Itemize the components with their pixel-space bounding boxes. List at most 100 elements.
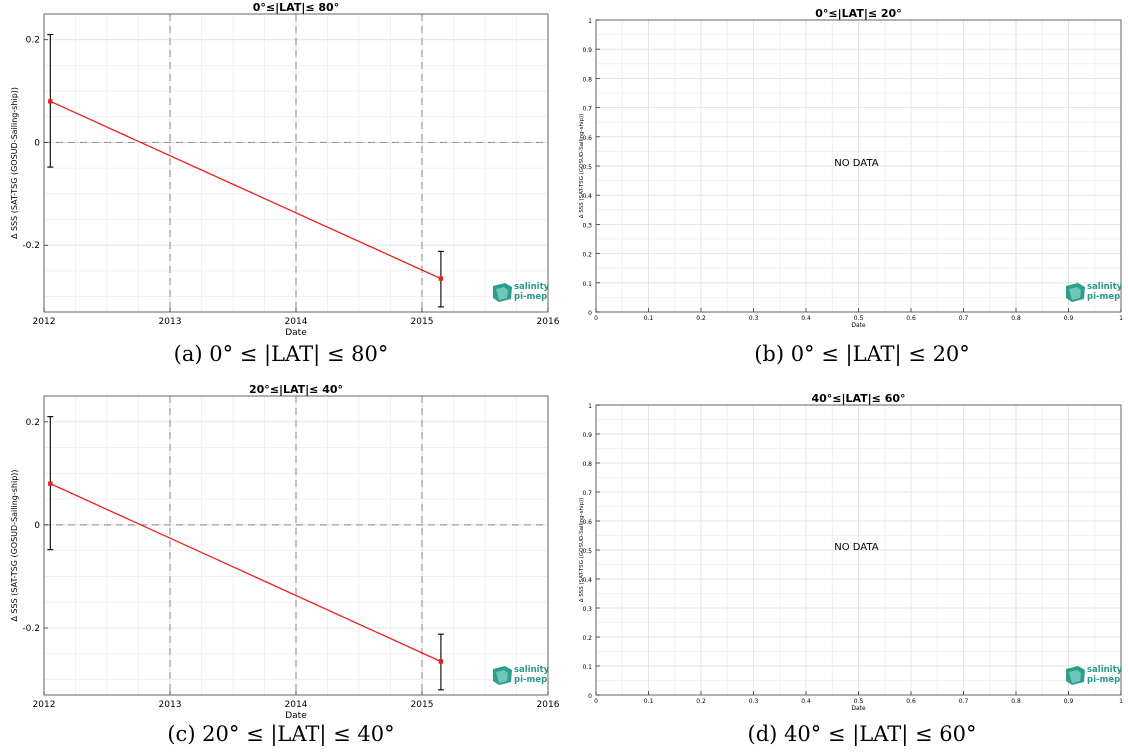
x-tick-label: 0.8 — [1011, 315, 1021, 322]
x-tick-label: 0 — [594, 698, 598, 705]
x-tick-label: 2013 — [159, 700, 182, 710]
x-tick-label: 0.9 — [1064, 698, 1074, 705]
y-axis-label: Δ SSS (SAT-TSG (GOSUD-Sailing-ship)) — [10, 87, 19, 239]
x-tick-label: 2013 — [159, 317, 182, 327]
x-tick-label: 0.6 — [906, 698, 916, 705]
x-tick-label: 0.3 — [749, 698, 759, 705]
chart-title: 40°≤|LAT|≤ 60° — [811, 392, 905, 405]
x-tick-label: 2016 — [537, 317, 560, 327]
x-tick-label: 0.8 — [1011, 698, 1021, 705]
caption-c: (c) 20° ≤ |LAT| ≤ 40° — [167, 722, 395, 746]
no-data-label: NO DATA — [834, 542, 878, 553]
caption-a: (a) 0° ≤ |LAT| ≤ 80° — [173, 342, 389, 366]
logo-mark-inner — [1069, 287, 1081, 300]
y-tick-label: -0.2 — [22, 624, 40, 634]
series-line — [50, 483, 442, 663]
y-tick-label: 0 — [588, 693, 592, 700]
y-tick-label: -0.2 — [22, 241, 40, 251]
series-line — [50, 100, 442, 280]
y-tick-label: 0.2 — [582, 252, 592, 259]
y-tick-label: 0.7 — [582, 490, 592, 497]
x-tick-label: 2014 — [285, 317, 308, 327]
y-tick-label: 0.2 — [582, 635, 592, 642]
data-point — [48, 99, 53, 104]
y-tick-label: 0.1 — [582, 664, 592, 671]
x-axis-label: Date — [851, 322, 866, 329]
caption-b: (b) 0° ≤ |LAT| ≤ 20° — [754, 342, 970, 366]
y-tick-label: 0.7 — [582, 106, 592, 113]
y-tick-label: 0.2 — [26, 36, 40, 46]
logo-text-salinity: salinity — [514, 665, 550, 675]
chart-title: 20°≤|LAT|≤ 40° — [249, 383, 343, 396]
x-tick-label: 0.5 — [854, 698, 864, 705]
y-tick-label: 0.2 — [26, 418, 40, 428]
x-axis-label: Date — [285, 711, 307, 721]
data-point — [438, 276, 444, 281]
y-axis-label: Δ SSS (SAT-TSG (GOSUD-Sailing-ship)) — [10, 469, 19, 621]
x-tick-label: 0 — [594, 315, 598, 322]
y-tick-label: 0.8 — [582, 461, 592, 468]
y-tick-label: 0.1 — [582, 281, 592, 288]
x-axis-label: Date — [285, 328, 307, 338]
y-axis-label: Δ SSS (SAT-TSG (GOSUD-Sailing-ship)) — [579, 498, 585, 603]
y-tick-label: 0.5 — [582, 548, 592, 555]
data-point — [48, 481, 53, 486]
y-tick-label: 1 — [588, 18, 592, 25]
logo-text-pimep: pi-mep — [514, 292, 547, 302]
x-tick-label: 0.2 — [696, 698, 706, 705]
x-tick-label: 0.1 — [644, 315, 654, 322]
y-tick-label: 1 — [588, 403, 592, 410]
x-tick-label: 0.7 — [959, 698, 969, 705]
no-data-label: NO DATA — [834, 158, 878, 169]
y-tick-label: 0.3 — [582, 606, 592, 613]
caption-d: (d) 40° ≤ |LAT| ≤ 60° — [747, 722, 977, 746]
y-tick-label: 0.4 — [582, 193, 592, 200]
x-tick-label: 0.4 — [801, 698, 811, 705]
logo-text-pimep: pi-mep — [1087, 675, 1120, 685]
y-tick-label: 0.8 — [582, 76, 592, 83]
x-tick-label: 2015 — [411, 700, 434, 710]
y-tick-label: 0 — [588, 310, 592, 317]
x-tick-label: 2015 — [411, 317, 434, 327]
x-tick-label: 0.6 — [906, 315, 916, 322]
logo-text-salinity: salinity — [1087, 282, 1123, 292]
y-tick-label: 0.9 — [582, 432, 592, 439]
x-tick-label: 0.5 — [854, 315, 864, 322]
y-axis-label: Δ SSS (SAT-TSG (GOSUD-Sailing-ship)) — [579, 114, 585, 219]
x-tick-label: 1 — [1119, 698, 1123, 705]
x-tick-label: 0.4 — [801, 315, 811, 322]
x-tick-label: 0.7 — [959, 315, 969, 322]
chart-title: 0°≤|LAT|≤ 20° — [815, 7, 901, 20]
logo-mark-inner — [496, 670, 508, 683]
logo-text-pimep: pi-mep — [514, 675, 547, 685]
x-tick-label: 2012 — [33, 700, 56, 710]
logo-text-salinity: salinity — [514, 282, 550, 292]
x-tick-label: 0.9 — [1064, 315, 1074, 322]
x-tick-label: 1 — [1119, 315, 1123, 322]
logo-text-salinity: salinity — [1087, 665, 1123, 675]
x-tick-label: 0.1 — [644, 698, 654, 705]
data-point — [438, 659, 444, 664]
y-tick-label: 0.6 — [582, 135, 592, 142]
y-tick-label: 0 — [34, 521, 40, 531]
y-tick-label: 0.9 — [582, 47, 592, 54]
y-tick-label: 0.4 — [582, 577, 592, 584]
x-axis-label: Date — [851, 705, 866, 712]
x-tick-label: 2012 — [33, 317, 56, 327]
x-tick-label: 2016 — [537, 700, 560, 710]
x-tick-label: 0.3 — [749, 315, 759, 322]
y-tick-label: 0 — [34, 138, 40, 148]
x-tick-label: 0.2 — [696, 315, 706, 322]
logo-mark-inner — [496, 287, 508, 300]
y-tick-label: 0.3 — [582, 222, 592, 229]
chart-title: 0°≤|LAT|≤ 80° — [253, 1, 339, 14]
y-tick-label: 0.6 — [582, 519, 592, 526]
